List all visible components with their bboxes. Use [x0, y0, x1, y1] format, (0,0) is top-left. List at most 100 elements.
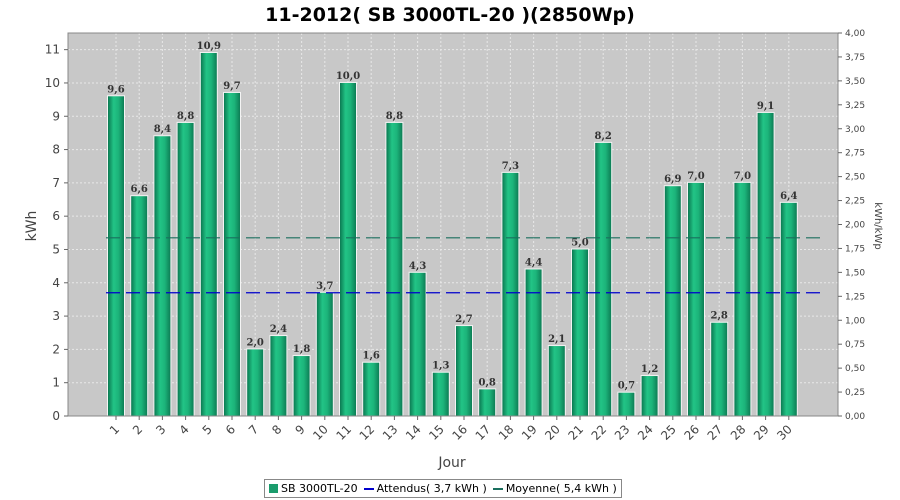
y-tick-label: 11	[45, 43, 60, 57]
bar-value-label: 8,8	[177, 111, 194, 122]
y2-tick-label: 0,25	[845, 388, 865, 398]
y-tick-label: 5	[52, 242, 60, 256]
bar	[432, 372, 449, 416]
x-axis-label: Jour	[437, 455, 466, 471]
x-tick-label: 29	[751, 422, 772, 443]
x-tick-label: 20	[542, 422, 563, 443]
bar	[409, 272, 426, 416]
bar-value-label: 6,9	[664, 174, 681, 185]
bar	[711, 322, 728, 416]
x-tick-label: 23	[612, 422, 633, 443]
x-tick-label: 3	[153, 422, 168, 437]
bar-value-label: 7,0	[687, 171, 704, 182]
bar-value-label: 8,4	[154, 124, 171, 135]
x-tick-label: 11	[333, 422, 354, 443]
bar-value-label: 5,0	[571, 237, 588, 248]
x-tick-label: 8	[269, 422, 284, 437]
y-tick-label: 0	[52, 409, 60, 423]
y2-tick-label: 1,00	[845, 316, 865, 326]
bar	[734, 182, 751, 416]
y2-tick-label: 0,50	[845, 364, 865, 374]
bar-value-label: 9,7	[223, 81, 240, 92]
legend-item-production: SB 3000TL-20	[269, 482, 358, 495]
legend-swatch-average	[492, 487, 503, 490]
y-axis-label: kWh	[24, 211, 40, 242]
legend-swatch-production	[269, 484, 278, 493]
x-tick-label: 9	[292, 422, 307, 437]
x-tick-label: 25	[658, 422, 679, 443]
bar	[572, 249, 588, 416]
y-tick-label: 10	[45, 76, 60, 90]
bar-value-label: 1,2	[641, 364, 658, 375]
bar	[595, 142, 612, 416]
bar-value-label: 1,6	[362, 351, 379, 362]
bar	[456, 326, 472, 416]
bar	[224, 92, 240, 417]
bar-value-label: 7,3	[502, 161, 519, 172]
bar	[293, 356, 310, 416]
y2-tick-label: 3,00	[845, 125, 865, 135]
y-tick-label: 3	[52, 309, 60, 323]
x-tick-label: 30	[774, 422, 795, 443]
x-tick-label: 7	[246, 422, 261, 437]
bar	[688, 182, 704, 416]
bar	[363, 362, 380, 416]
bar	[479, 389, 496, 416]
bar-value-label: 1,8	[293, 344, 310, 355]
bar	[618, 392, 635, 416]
bar-value-label: 9,6	[107, 84, 124, 95]
legend-label-average: Moyenne( 5,4 kWh )	[505, 482, 617, 495]
y-tick-label: 4	[52, 276, 60, 290]
y2-tick-label: 3,50	[845, 77, 865, 87]
bar-value-label: 2,0	[246, 337, 263, 348]
x-tick-label: 1	[107, 422, 122, 437]
bar-value-label: 8,2	[594, 131, 611, 142]
x-tick-label: 24	[635, 422, 656, 443]
bar-value-label: 0,8	[478, 377, 495, 388]
y-tick-label: 6	[52, 209, 60, 223]
bar-value-label: 6,4	[780, 191, 797, 202]
chart-legend: SB 3000TL-20 Attendus( 3,7 kWh ) Moyenne…	[264, 479, 622, 498]
bar-value-label: 2,8	[710, 311, 727, 322]
x-tick-label: 4	[176, 422, 191, 437]
y2-tick-label: 0,75	[845, 340, 865, 350]
bar	[780, 202, 797, 416]
bar-value-label: 2,4	[270, 324, 287, 335]
bar	[316, 292, 333, 416]
x-tick-label: 5	[200, 422, 215, 437]
bar-value-label: 6,6	[130, 184, 147, 195]
legend-item-average: Moyenne( 5,4 kWh )	[492, 482, 617, 495]
bar-value-label: 10,9	[197, 41, 221, 52]
bar	[154, 136, 171, 417]
bar	[340, 82, 356, 417]
y-tick-label: 9	[52, 109, 60, 123]
y2-tick-label: 2,00	[845, 221, 865, 231]
bar-value-label: 2,1	[548, 334, 565, 345]
bar	[641, 376, 658, 416]
legend-swatch-expected	[363, 487, 374, 490]
y2-tick-label: 0,00	[845, 412, 865, 422]
bar-value-label: 8,8	[386, 111, 403, 122]
legend-item-expected: Attendus( 3,7 kWh )	[363, 482, 487, 495]
bar	[386, 122, 403, 416]
y2-tick-label: 2,25	[845, 197, 865, 207]
y2-axis-label: kWh/kWp	[872, 202, 883, 249]
legend-label-production: SB 3000TL-20	[281, 482, 358, 495]
bar	[200, 52, 217, 417]
y2-tick-label: 1,25	[845, 292, 865, 302]
y-tick-label: 2	[52, 342, 60, 356]
x-tick-label: 21	[565, 422, 586, 443]
bar	[270, 336, 287, 416]
x-tick-label: 12	[357, 422, 378, 443]
x-tick-label: 2	[130, 422, 145, 437]
y-tick-label: 8	[52, 143, 60, 157]
bar-value-label: 10,0	[336, 71, 360, 82]
x-tick-label: 15	[426, 422, 447, 443]
x-tick-label: 28	[728, 422, 749, 443]
bar	[525, 269, 542, 416]
bar-value-label: 3,7	[316, 281, 333, 292]
x-tick-label: 16	[449, 422, 470, 443]
y2-tick-label: 1,75	[845, 244, 865, 254]
x-tick-label: 19	[519, 422, 540, 443]
